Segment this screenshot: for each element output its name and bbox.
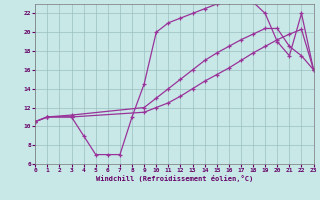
X-axis label: Windchill (Refroidissement éolien,°C): Windchill (Refroidissement éolien,°C) (96, 175, 253, 182)
